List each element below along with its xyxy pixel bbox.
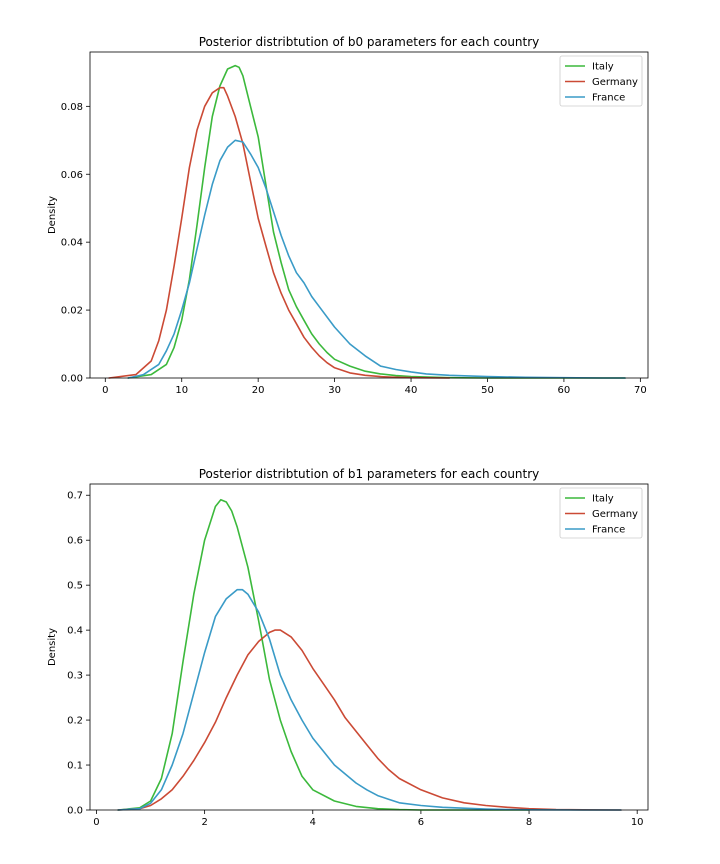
x-tick-label: 30 (328, 385, 341, 396)
legend-box (559, 55, 643, 107)
legend-label-germany: Germany (592, 77, 638, 88)
x-tick-label: 4 (310, 817, 316, 828)
y-tick-label: 0.04 (61, 238, 83, 249)
y-tick-label: 0.02 (61, 306, 83, 317)
x-tick-label: 50 (481, 385, 494, 396)
y-tick-label: 0.3 (67, 671, 83, 682)
x-tick-label: 0 (102, 385, 108, 396)
y-tick-label: 0.4 (67, 626, 83, 637)
y-tick-label: 0.5 (67, 581, 83, 592)
legend: Italy Germany France (559, 487, 643, 539)
chart-title: Posterior distribtution of b0 parameters… (199, 35, 540, 49)
y-axis-label: Density (47, 196, 58, 234)
y-tick-label: 0.00 (61, 374, 83, 385)
legend-label-france: France (592, 93, 625, 104)
y-tick-label: 0.08 (61, 102, 83, 113)
legend: Italy Germany France (559, 55, 643, 107)
x-tick-label: 20 (252, 385, 265, 396)
series-line-france (117, 588, 622, 811)
x-tick-label: 60 (558, 385, 571, 396)
y-tick-label: 0.6 (67, 536, 83, 547)
x-tick-label: 2 (201, 817, 207, 828)
x-tick-label: 8 (526, 817, 532, 828)
x-tick-label: 0 (93, 817, 99, 828)
y-tick-label: 0.2 (67, 716, 83, 727)
series-line-germany (117, 629, 622, 811)
legend-label-italy: Italy (592, 62, 614, 73)
y-tick-label: 0.1 (67, 761, 83, 772)
series-line-italy (127, 64, 626, 379)
y-tick-label: 0.06 (61, 170, 83, 181)
chart-1: Posterior distribtution of b0 parameters… (47, 35, 649, 396)
y-axis-label: Density (47, 628, 58, 666)
y-tick-label: 0.0 (67, 806, 83, 817)
chart-title: Posterior distribtution of b1 parameters… (199, 467, 540, 481)
series-line-germany (108, 86, 451, 379)
x-tick-label: 70 (634, 385, 647, 396)
legend-label-italy: Italy (592, 494, 614, 505)
legend-label-germany: Germany (592, 509, 638, 520)
chart-2: Posterior distribtution of b1 parameters… (47, 467, 649, 828)
series-line-france (127, 139, 626, 379)
legend-label-france: France (592, 525, 625, 536)
plot-frame (89, 483, 649, 811)
x-tick-label: 6 (418, 817, 424, 828)
x-tick-label: 10 (631, 817, 644, 828)
legend-box (559, 487, 643, 539)
x-tick-label: 40 (405, 385, 418, 396)
series-line-italy (117, 498, 530, 811)
x-tick-label: 10 (175, 385, 188, 396)
y-tick-label: 0.7 (67, 491, 83, 502)
plot-frame (89, 51, 649, 379)
